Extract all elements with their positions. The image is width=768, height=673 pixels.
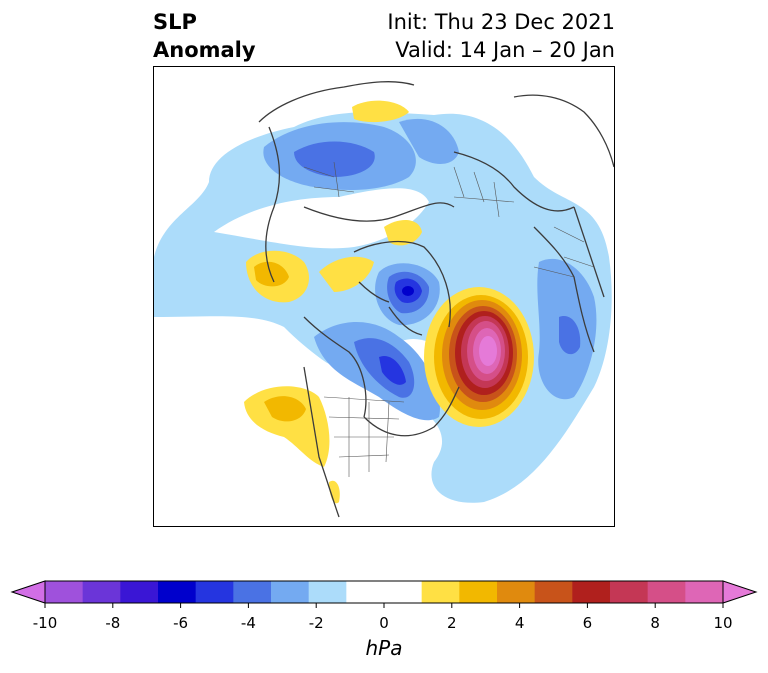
colorbar-extend-max (722, 580, 758, 604)
colorbar-swatch (233, 581, 272, 603)
colorbar (10, 580, 758, 608)
title-variable: SLP (153, 10, 197, 34)
colorbar-tick-label: -8 (105, 614, 121, 632)
colorbar-tick-label: 6 (582, 614, 593, 632)
colorbar-tick-label: -4 (240, 614, 256, 632)
colorbar-swatch (647, 581, 686, 603)
map-panel (153, 66, 615, 527)
colorbar-swatch (82, 581, 121, 603)
colorbar-swatch (384, 581, 423, 603)
positive-anomaly-north-atlantic (424, 287, 534, 427)
init-date: Init: Thu 23 Dec 2021 (387, 10, 615, 34)
title-field: Anomaly (153, 38, 256, 62)
colorbar-swatch (534, 581, 573, 603)
colorbar-tick-label: -6 (173, 614, 189, 632)
colorbar-swatch (45, 581, 84, 603)
colorbar-swatch (346, 581, 385, 603)
colorbar-swatch (610, 581, 649, 603)
colorbar-tick-label: 8 (650, 614, 660, 632)
colorbar-swatch (572, 581, 611, 603)
colorbar-swatch (685, 581, 724, 603)
colorbar-swatch (497, 581, 536, 603)
colorbar-extend-min (10, 580, 46, 604)
slp-anomaly-map (154, 67, 614, 526)
colorbar-swatch (271, 581, 310, 603)
colorbar-tick-label: 2 (447, 614, 457, 632)
valid-range: Valid: 14 Jan – 20 Jan (395, 38, 615, 62)
colorbar-swatch (308, 581, 347, 603)
colorbar-swatch (421, 581, 460, 603)
political-borders (303, 161, 595, 477)
colorbar-tick-label: -2 (308, 614, 324, 632)
title-left: SLP Anomaly (153, 8, 256, 64)
colorbar-swatch (120, 581, 159, 603)
colorbar-tick-label: 10 (713, 614, 733, 632)
colorbar-tick-label: -10 (32, 614, 58, 632)
title-right: Init: Thu 23 Dec 2021 Valid: 14 Jan – 20… (387, 8, 615, 64)
colorbar-tick-label: 0 (379, 614, 389, 632)
colorbar-swatch (459, 581, 498, 603)
colorbar-swatch (195, 581, 234, 603)
colorbar-swatch (158, 581, 197, 603)
colorbar-unit-label: hPa (365, 636, 403, 660)
colorbar-tick-label: 4 (514, 614, 525, 632)
positive-anomaly-western-us (244, 386, 330, 467)
